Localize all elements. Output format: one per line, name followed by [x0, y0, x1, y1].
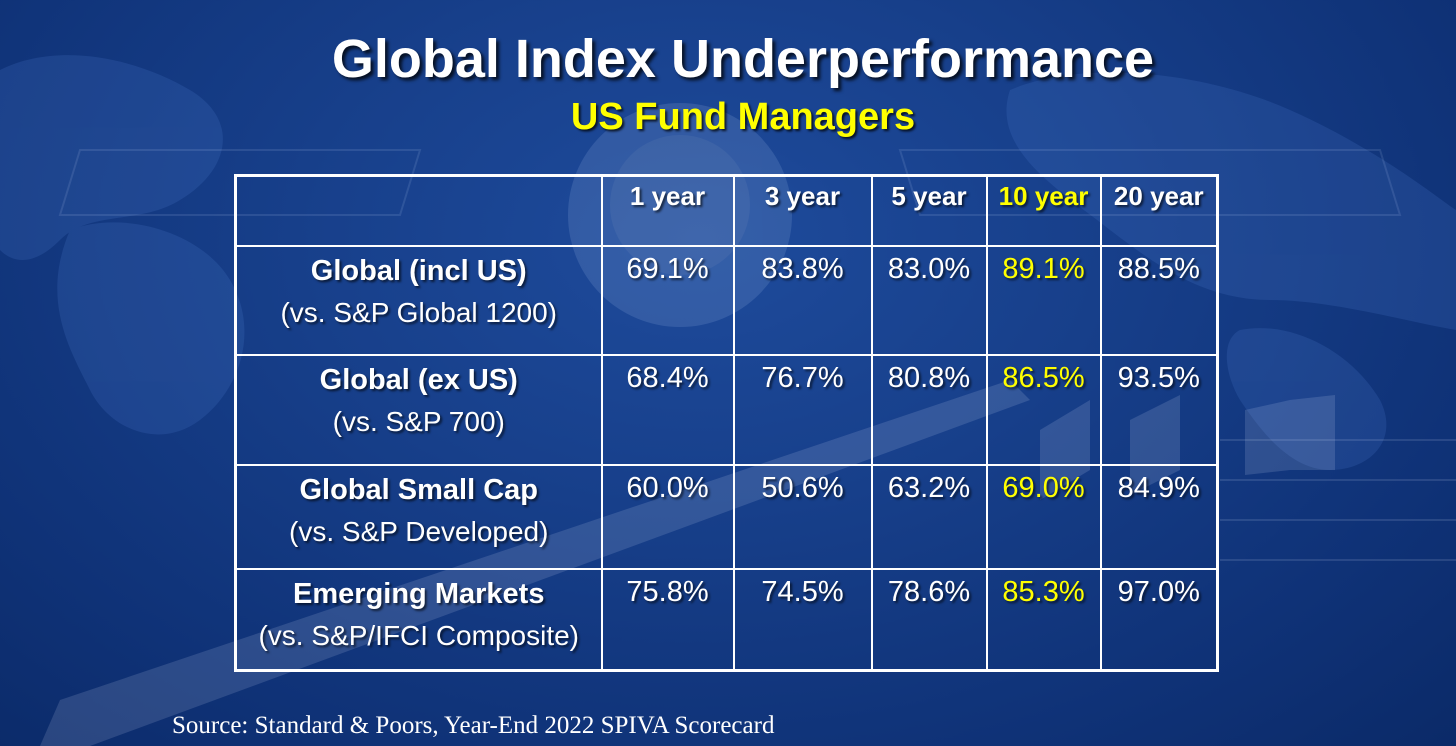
row-label-cell: Global (incl US) (vs. S&P Global 1200) — [234, 245, 603, 356]
page-subtitle: US Fund Managers — [570, 96, 916, 138]
data-cell: 75.8% — [600, 568, 735, 672]
row-label-cell: Global Small Cap (vs. S&P Developed) — [234, 464, 603, 570]
underperformance-table: 1 year 3 year 5 year 10 year 20 year Glo… — [234, 174, 1219, 672]
row-label: Global (incl US) — [310, 255, 527, 287]
column-header-1-year: 1 year — [600, 174, 735, 247]
data-cell: 97.0% — [1099, 568, 1219, 672]
continent-shape — [1226, 328, 1387, 470]
row-label: Emerging Markets — [293, 578, 545, 610]
table-row: Global Small Cap (vs. S&P Developed) 60.… — [234, 464, 1219, 570]
data-cell: 74.5% — [732, 568, 873, 672]
row-sublabel: (vs. S&P 700) — [332, 406, 505, 437]
data-cell: 60.0% — [600, 464, 735, 570]
table-row: Emerging Markets (vs. S&P/IFCI Composite… — [234, 568, 1219, 672]
row-sublabel: (vs. S&P Developed) — [289, 516, 549, 547]
data-cell: 83.8% — [732, 245, 873, 356]
data-cell: 88.5% — [1099, 245, 1219, 356]
chart-bar-decoration — [1245, 400, 1290, 475]
row-sublabel: (vs. S&P Global 1200) — [280, 297, 557, 328]
data-cell: 68.4% — [600, 354, 735, 466]
row-label-cell: Global (ex US) (vs. S&P 700) — [234, 354, 603, 466]
page-title: Global Index Underperformance — [331, 29, 1155, 89]
table-row: Global (ex US) (vs. S&P 700) 68.4% 76.7%… — [234, 354, 1219, 466]
data-cell: 93.5% — [1099, 354, 1219, 466]
data-cell: 83.0% — [870, 245, 988, 356]
table-row: Global (incl US) (vs. S&P Global 1200) 6… — [234, 245, 1219, 356]
data-cell-highlighted: 85.3% — [985, 568, 1102, 672]
column-header-5-year: 5 year — [870, 174, 988, 247]
row-label: Global (ex US) — [319, 364, 518, 396]
data-cell: 76.7% — [732, 354, 873, 466]
data-cell-highlighted: 89.1% — [985, 245, 1102, 356]
continent-shape — [1006, 72, 1456, 330]
data-cell: 69.1% — [600, 245, 735, 356]
column-header-10-year: 10 year — [985, 174, 1102, 247]
continent-shape — [0, 55, 223, 260]
continent-shape — [57, 222, 245, 435]
data-cell: 78.6% — [870, 568, 988, 672]
data-cell: 80.8% — [870, 354, 988, 466]
data-cell-highlighted: 69.0% — [985, 464, 1102, 570]
row-label: Global Small Cap — [299, 474, 539, 506]
source-note: Source: Standard & Poors, Year-End 2022 … — [172, 712, 775, 739]
chart-bar-decoration — [1290, 395, 1335, 470]
column-header-3-year: 3 year — [732, 174, 873, 247]
header-cell-empty — [234, 174, 603, 247]
row-sublabel: (vs. S&P/IFCI Composite) — [258, 620, 579, 651]
data-cell: 84.9% — [1099, 464, 1219, 570]
table-header-row: 1 year 3 year 5 year 10 year 20 year — [234, 174, 1219, 247]
column-header-20-year: 20 year — [1099, 174, 1219, 247]
data-cell: 50.6% — [732, 464, 873, 570]
row-label-cell: Emerging Markets (vs. S&P/IFCI Composite… — [234, 568, 603, 672]
data-cell: 63.2% — [870, 464, 988, 570]
data-cell-highlighted: 86.5% — [985, 354, 1102, 466]
